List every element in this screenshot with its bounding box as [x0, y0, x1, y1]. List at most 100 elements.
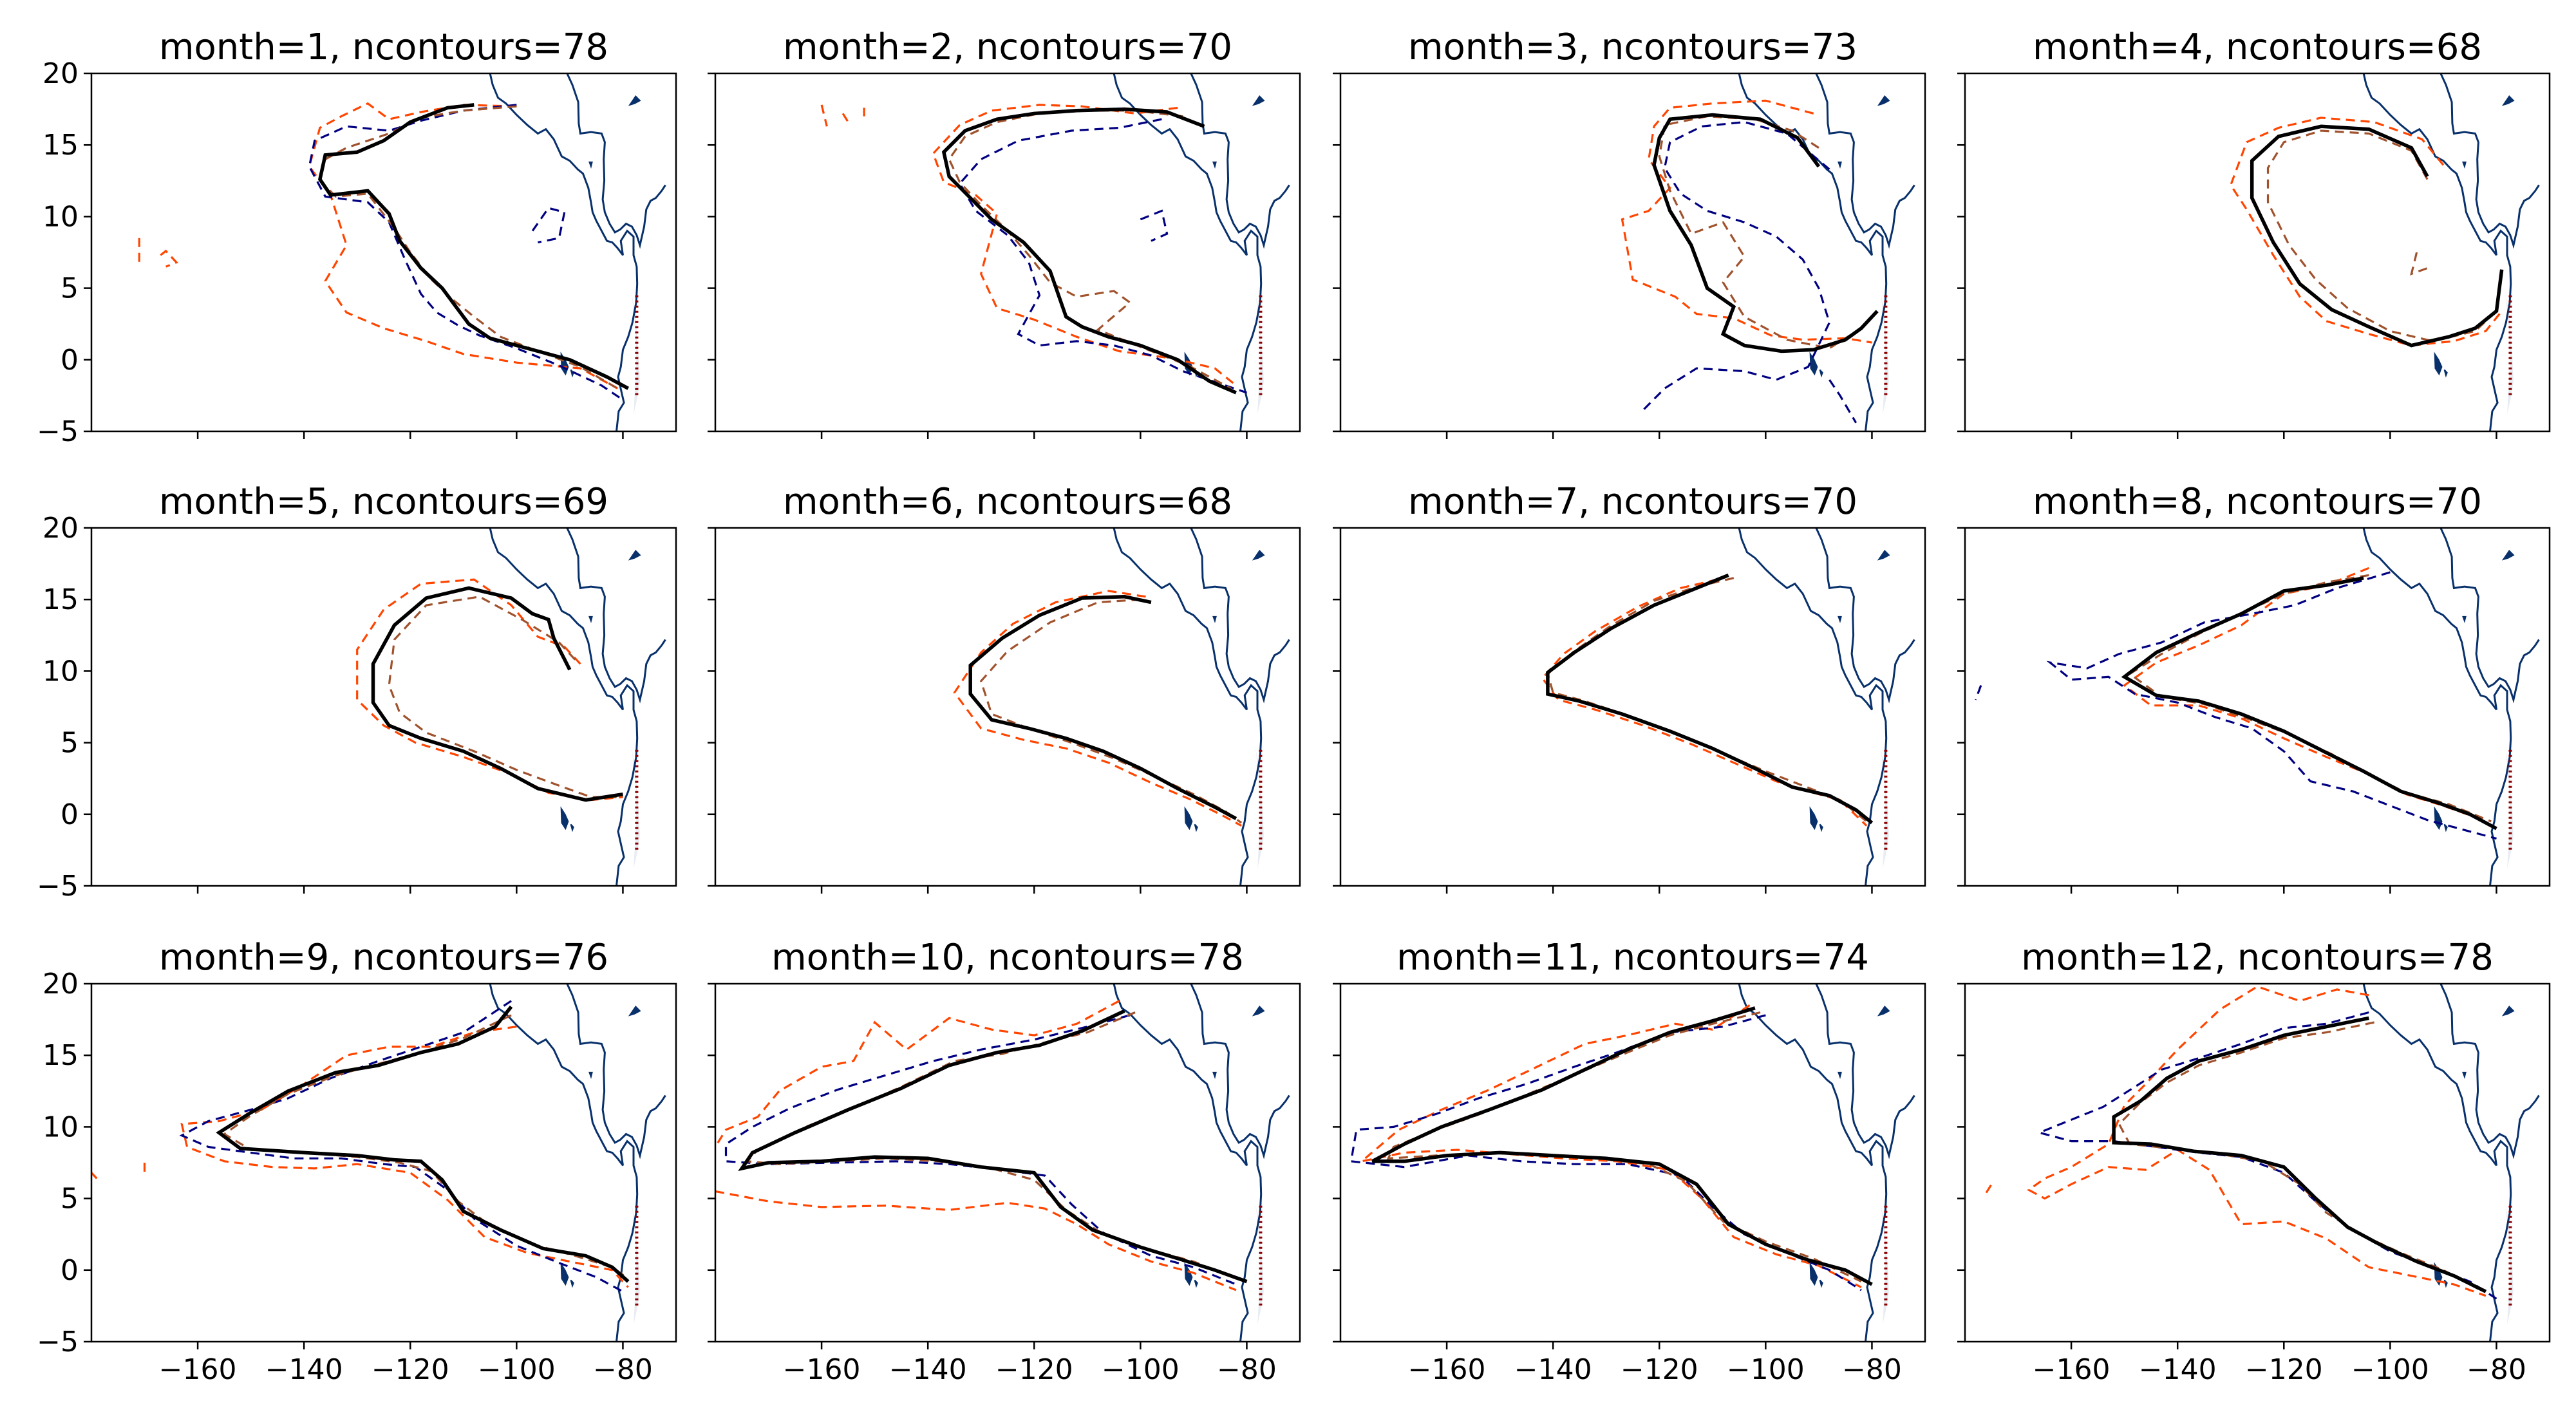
island: [1184, 1262, 1193, 1286]
x-tick-label: −140: [889, 1353, 967, 1386]
island: [588, 161, 593, 169]
y-tick-label: −5: [37, 415, 79, 448]
x-tick-label: −140: [265, 1353, 343, 1386]
axes-frame: [1964, 527, 2551, 887]
x-tick-label: −100: [478, 1353, 556, 1386]
coastline: [489, 73, 639, 431]
island: [1194, 823, 1198, 832]
island: [1252, 95, 1265, 106]
island: [2443, 369, 2448, 378]
plot-area: [1985, 955, 2540, 1342]
island: [1838, 161, 1842, 169]
coastline: [2362, 528, 2512, 886]
plot-area: [138, 73, 666, 431]
island: [1871, 500, 1900, 527]
x-tick-label: −80: [1217, 1353, 1277, 1386]
plot-area: [715, 955, 1290, 1342]
x-tick-label: −80: [593, 1353, 653, 1386]
x-tick-label: −160: [2033, 1353, 2111, 1386]
land-patch: [1881, 1205, 1889, 1325]
x-tick-label: −140: [1514, 1353, 1592, 1386]
island: [628, 1006, 641, 1017]
plot-area: [1349, 955, 1915, 1342]
y-tick-label: 0: [61, 344, 79, 377]
panel-title: month=8, ncontours=70: [2033, 481, 2482, 523]
contour-black-solid: [216, 1005, 630, 1283]
island: [1246, 500, 1275, 527]
land-patch: [2505, 295, 2514, 415]
y-tick-label: 15: [42, 1039, 79, 1072]
plot-area: [91, 984, 666, 1342]
panel-title: month=6, ncontours=68: [783, 481, 1232, 523]
contour-navy-dashed: [179, 1000, 624, 1293]
contour-orangered-dashed: [1985, 1183, 1993, 1194]
coastline-caribbean: [1815, 73, 1915, 249]
contour-black-solid: [2112, 1016, 2487, 1293]
contour-black-solid: [2250, 124, 2504, 348]
contour-orangered-dashed: [1360, 1004, 1862, 1288]
island: [1877, 1006, 1890, 1017]
contour-black-solid: [941, 107, 1237, 395]
island: [1212, 161, 1217, 169]
island: [2462, 161, 2467, 169]
contour-sienna-dashed: [222, 1014, 629, 1280]
island: [628, 550, 641, 561]
island: [1809, 352, 1818, 376]
contour-orangered-dashed: [160, 249, 178, 268]
contour-sienna-dashed: [948, 109, 1232, 389]
coastline: [2362, 73, 2512, 431]
island: [2501, 95, 2515, 106]
contour-sienna-dashed: [2266, 129, 2497, 343]
island: [1246, 955, 1275, 982]
coastline-caribbean: [1815, 984, 1915, 1159]
axes-frame: [1964, 72, 2551, 433]
contour-black-solid: [738, 1009, 1248, 1284]
island: [1871, 955, 1900, 982]
island: [560, 806, 569, 830]
contour-black-solid: [1546, 573, 1874, 825]
island: [1871, 45, 1900, 72]
island: [2434, 806, 2443, 830]
island: [622, 500, 651, 527]
contour-orangered-dashed: [932, 104, 1237, 387]
axes-frame: [714, 72, 1301, 433]
island: [1252, 1006, 1265, 1017]
y-tick-label: −5: [37, 1326, 79, 1358]
y-tick-label: 0: [61, 798, 79, 831]
x-tick-label: −120: [2245, 1353, 2323, 1386]
coastline: [2362, 984, 2512, 1342]
land-patch: [1881, 749, 1889, 869]
contour-navy-dashed: [308, 104, 624, 401]
y-tick-label: 15: [42, 583, 79, 616]
contour-orangered-dashed: [91, 1172, 98, 1179]
coastline-caribbean: [1815, 528, 1915, 704]
coastline-caribbean: [566, 528, 666, 704]
axes-frame: [90, 982, 677, 1343]
plot-area: [1541, 500, 1915, 886]
contour-black-solid: [1371, 1006, 1873, 1286]
island: [560, 1262, 569, 1286]
panel-title: month=3, ncontours=73: [1408, 26, 1857, 68]
panel-title: month=2, ncontours=70: [783, 26, 1232, 68]
coastline: [1113, 73, 1263, 431]
island: [1184, 806, 1193, 830]
coastline-caribbean: [1190, 984, 1290, 1159]
island: [588, 1071, 593, 1080]
contour-navy-dashed: [1829, 379, 1857, 424]
panel-month-3: month=3, ncontours=73: [1333, 26, 1926, 439]
land-patch: [632, 749, 640, 869]
land-patch: [2505, 749, 2514, 869]
y-tick-label: 5: [61, 1183, 79, 1215]
island: [2496, 955, 2524, 982]
contour-sienna-dashed: [388, 596, 623, 798]
island: [588, 615, 593, 624]
contour-orangered-dashed: [953, 590, 1242, 827]
contour-orangered-dashed: [820, 104, 828, 127]
panel-month-8: month=8, ncontours=70: [1957, 481, 2551, 894]
plot-area: [1975, 528, 2540, 886]
land-patch: [1255, 295, 1264, 415]
island: [1194, 1279, 1198, 1288]
x-tick-label: −100: [1102, 1353, 1180, 1386]
y-tick-label: 0: [61, 1254, 79, 1287]
contour-black-solid: [2121, 576, 2497, 830]
